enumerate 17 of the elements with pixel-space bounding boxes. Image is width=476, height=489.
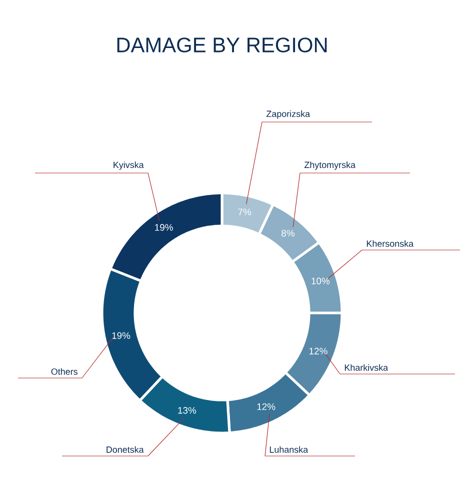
data-label: 13% bbox=[178, 407, 196, 414]
data-label: 10% bbox=[312, 278, 330, 284]
data-label: 12% bbox=[257, 403, 276, 410]
chart-title: DAMAGE BY REGION bbox=[117, 38, 327, 52]
slice-label: Kharkivska bbox=[344, 364, 388, 371]
slice-label: Zhytomyrska bbox=[304, 161, 356, 170]
slice-label: Donetska bbox=[106, 446, 144, 453]
slice-label: Zaporizska bbox=[266, 110, 310, 119]
data-label: 7% bbox=[238, 208, 252, 216]
data-label: 19% bbox=[112, 332, 130, 339]
slice-label: Others bbox=[51, 368, 78, 375]
data-label: 12% bbox=[309, 348, 328, 354]
slice-label: Khersonska bbox=[366, 240, 414, 247]
slice-label: Kyivska bbox=[114, 161, 144, 170]
slice-label: Luhanska bbox=[270, 446, 308, 453]
data-label: 19% bbox=[155, 224, 173, 231]
data-label: 8% bbox=[282, 230, 294, 237]
